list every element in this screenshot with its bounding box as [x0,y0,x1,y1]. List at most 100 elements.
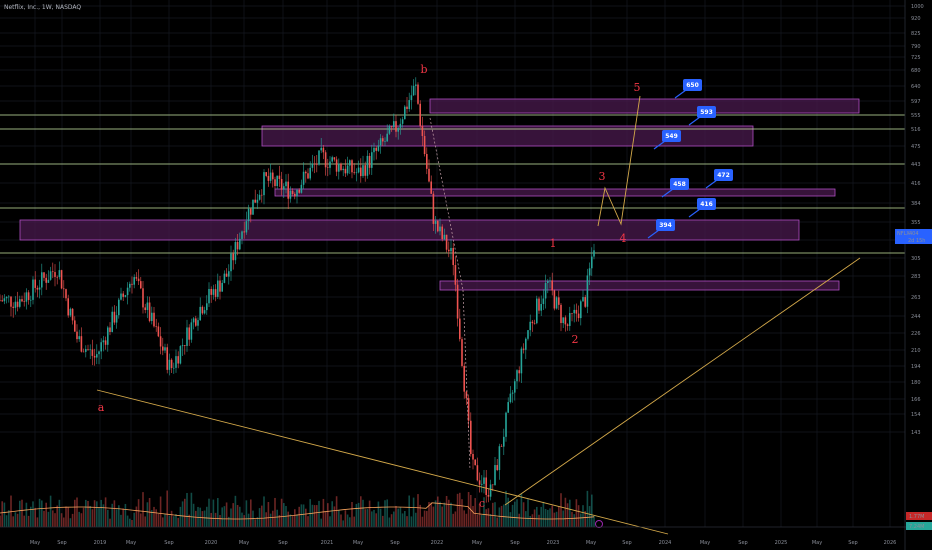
volume-bar [569,499,571,527]
volume-bar [351,501,353,527]
candle-body [505,412,507,437]
volume-bar [60,513,63,527]
price-axis-bg [905,0,932,527]
volume-bar [346,514,349,527]
candle-body [212,289,215,295]
candle-body [580,301,582,319]
candle-body [362,165,364,177]
candle-body [111,311,113,332]
candle-body [371,152,373,168]
x-tick-label: Sep [848,540,857,546]
candle-body [445,234,448,250]
event-marker-icon [595,520,603,528]
volume-bar [529,515,531,527]
candle-body [331,157,333,162]
volume-bar [461,499,463,527]
volume-bar [21,499,23,527]
volume-bar [437,496,439,527]
candle-body [536,298,538,324]
volume-bar [514,501,516,527]
candle-body [324,152,327,168]
candle-body [261,194,263,196]
candle-body [98,351,100,355]
volume-bar [415,512,417,527]
candle-body [89,349,91,350]
volume-bar [93,500,96,527]
volume-bar [241,512,243,527]
x-tick-label: May [812,540,822,546]
volume-bar [41,500,43,527]
volume-bar [408,495,410,527]
volume-tag-label: 7.24M [909,524,924,530]
volume-bar [362,499,364,527]
volume-bar [1,501,3,527]
candle-body [577,313,580,319]
volume-bar [294,509,296,527]
volume-bar [258,508,261,527]
volume-bar [379,508,382,527]
callout-pointer [647,229,660,239]
volume-bar [25,502,28,527]
y-tick-label: 920 [911,16,921,22]
volume-bar [533,509,536,527]
candle-body [102,340,105,343]
candle-body [223,273,226,283]
last-price-symbol: NFLX [897,231,910,237]
candle-body [93,355,96,358]
zone-main [19,219,800,241]
volume-bar [76,497,78,527]
candle-body [109,327,111,332]
volume-bar [509,512,512,527]
candle-body [157,326,160,337]
candle-body [21,299,23,302]
volume-bar [586,490,589,527]
callout-label: 472 [717,172,730,179]
candle-body [329,161,331,168]
callout-label: 458 [673,181,686,188]
volume-bar [560,493,562,527]
candle-body [551,280,553,291]
candle-body [298,189,300,193]
candle-body [448,249,450,252]
candle-body [54,272,56,277]
volume-bar [311,504,314,527]
volume-bar [23,515,25,527]
volume-bar [448,499,450,527]
candle-body [463,365,465,392]
candle-body [43,272,45,278]
volume-bar [210,512,212,527]
callout-box [662,130,681,142]
x-tick-label: May [30,540,40,546]
volume-bar [335,496,338,527]
candle-body [27,292,30,300]
volume-bar [287,511,289,527]
x-tick-label: 2022 [431,540,444,546]
candle-body [115,315,118,323]
candle-body [155,326,157,327]
candle-body [320,147,322,151]
candle-body [291,190,294,194]
volume-bar [291,516,294,527]
volume-bar [239,506,241,527]
candle-body [520,348,523,374]
volume-bar [483,497,485,527]
candle-body [401,119,404,124]
candle-body [236,241,239,250]
candle-body [437,220,439,232]
candle-body [344,168,347,174]
volume-bar [250,499,252,527]
x-tick-label: May [353,540,363,546]
callout-box [697,106,716,118]
y-tick-label: 416 [911,181,921,187]
volume-bar [10,495,12,527]
candle-body [377,145,380,151]
volume-bar [582,505,584,527]
candle-body [96,354,98,358]
y-tick-label: 154 [911,412,921,418]
volume-bar [91,509,94,527]
candle-body [305,171,307,174]
volume-bar [206,506,208,527]
candle-body [410,95,413,101]
candle-body [234,241,237,261]
